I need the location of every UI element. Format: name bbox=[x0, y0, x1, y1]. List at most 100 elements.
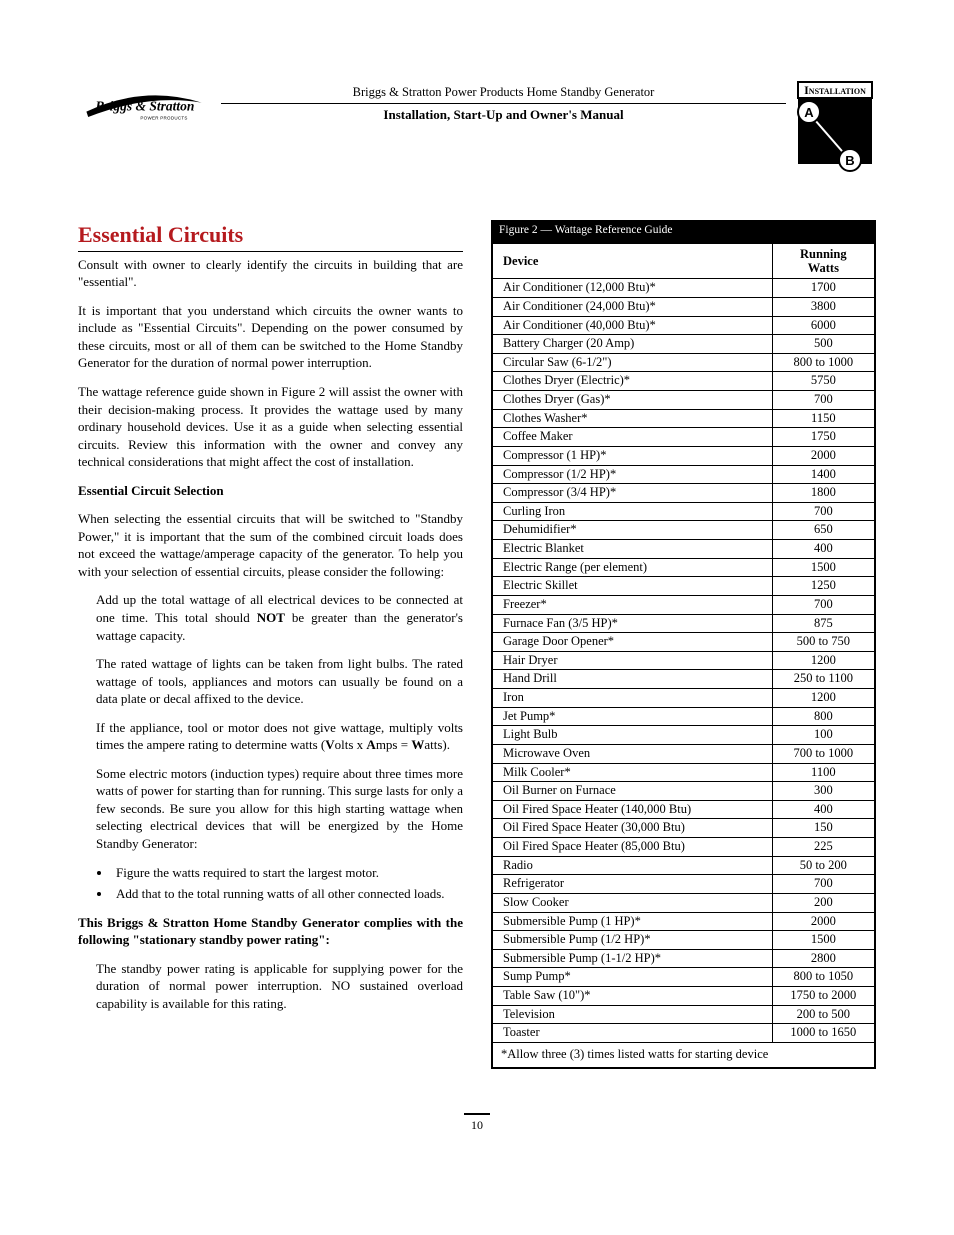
table-row: Compressor (1/2 HP)*1400 bbox=[492, 465, 875, 484]
watts-cell: 2800 bbox=[772, 949, 875, 968]
watts-cell: 1750 bbox=[772, 428, 875, 447]
table-row: Jet Pump*800 bbox=[492, 707, 875, 726]
table-row: Sump Pump*800 to 1050 bbox=[492, 968, 875, 987]
installation-badge-label: Installation bbox=[804, 83, 866, 97]
device-cell: Slow Cooker bbox=[492, 893, 772, 912]
watts-cell: 300 bbox=[772, 782, 875, 801]
table-row: Hair Dryer1200 bbox=[492, 651, 875, 670]
watts-cell: 3800 bbox=[772, 297, 875, 316]
table-row: Submersible Pump (1-1/2 HP)*2800 bbox=[492, 949, 875, 968]
device-cell: Oil Burner on Furnace bbox=[492, 782, 772, 801]
table-row: Electric Skillet1250 bbox=[492, 577, 875, 596]
advice-3-m1: olts x bbox=[335, 737, 367, 752]
col-header-watts: Running Watts bbox=[772, 243, 875, 279]
table-row: Slow Cooker200 bbox=[492, 893, 875, 912]
watts-cell: 800 to 1000 bbox=[772, 353, 875, 372]
device-cell: Oil Fired Space Heater (85,000 Btu) bbox=[492, 838, 772, 857]
section-heading: Essential Circuits bbox=[78, 220, 463, 252]
compliance-heading: This Briggs & Stratton Home Standby Gene… bbox=[78, 914, 463, 949]
table-row: Hand Drill250 to 1100 bbox=[492, 670, 875, 689]
intro-paragraph-2: It is important that you understand whic… bbox=[78, 302, 463, 372]
watts-cell: 1400 bbox=[772, 465, 875, 484]
wattage-reference-table: Device Running Watts Air Conditioner (12… bbox=[491, 242, 876, 1069]
device-cell: Milk Cooler* bbox=[492, 763, 772, 782]
watts-cell: 50 to 200 bbox=[772, 856, 875, 875]
table-row: Air Conditioner (12,000 Btu)*1700 bbox=[492, 279, 875, 298]
device-cell: Air Conditioner (40,000 Btu)* bbox=[492, 316, 772, 335]
table-row: Table Saw (10")*1750 to 2000 bbox=[492, 987, 875, 1006]
col-header-device: Device bbox=[492, 243, 772, 279]
watts-cell: 250 to 1100 bbox=[772, 670, 875, 689]
watts-cell: 400 bbox=[772, 800, 875, 819]
advice-1-bold: NOT bbox=[257, 610, 285, 625]
watts-cell: 700 bbox=[772, 391, 875, 410]
device-cell: Sump Pump* bbox=[492, 968, 772, 987]
subsection-heading: Essential Circuit Selection bbox=[78, 482, 463, 500]
watts-cell: 2000 bbox=[772, 912, 875, 931]
table-row: Garage Door Opener*500 to 750 bbox=[492, 633, 875, 652]
product-line-text: Briggs & Stratton Power Products Home St… bbox=[221, 84, 786, 104]
device-cell: Jet Pump* bbox=[492, 707, 772, 726]
table-row: Submersible Pump (1/2 HP)*1500 bbox=[492, 931, 875, 950]
table-row: Clothes Dryer (Electric)*5750 bbox=[492, 372, 875, 391]
subsection-paragraph-1: When selecting the essential circuits th… bbox=[78, 510, 463, 580]
device-cell: Oil Fired Space Heater (30,000 Btu) bbox=[492, 819, 772, 838]
device-cell: Electric Skillet bbox=[492, 577, 772, 596]
table-row: Refrigerator700 bbox=[492, 875, 875, 894]
device-cell: Air Conditioner (12,000 Btu)* bbox=[492, 279, 772, 298]
col-header-watts-l2: Watts bbox=[808, 261, 839, 275]
right-column: Figure 2 — Wattage Reference Guide Devic… bbox=[491, 220, 876, 1069]
table-row: Radio50 to 200 bbox=[492, 856, 875, 875]
table-row: Light Bulb100 bbox=[492, 726, 875, 745]
advice-3-w: W bbox=[411, 737, 424, 752]
watts-cell: 5750 bbox=[772, 372, 875, 391]
device-cell: Compressor (1/2 HP)* bbox=[492, 465, 772, 484]
watts-cell: 700 to 1000 bbox=[772, 744, 875, 763]
device-cell: Clothes Dryer (Electric)* bbox=[492, 372, 772, 391]
figure-caption-bar: Figure 2 — Wattage Reference Guide bbox=[491, 220, 876, 242]
advice-block: Add up the total wattage of all electric… bbox=[78, 591, 463, 852]
device-cell: Circular Saw (6-1/2") bbox=[492, 353, 772, 372]
watts-cell: 500 to 750 bbox=[772, 633, 875, 652]
device-cell: Submersible Pump (1 HP)* bbox=[492, 912, 772, 931]
watts-cell: 650 bbox=[772, 521, 875, 540]
marker-a-label: A bbox=[804, 105, 814, 120]
table-row: Oil Fired Space Heater (30,000 Btu)150 bbox=[492, 819, 875, 838]
page-number-rule bbox=[464, 1113, 490, 1115]
device-cell: Freezer* bbox=[492, 595, 772, 614]
table-footnote-row: *Allow three (3) times listed watts for … bbox=[492, 1042, 875, 1067]
device-cell: Clothes Dryer (Gas)* bbox=[492, 391, 772, 410]
device-cell: Microwave Oven bbox=[492, 744, 772, 763]
device-cell: Toaster bbox=[492, 1024, 772, 1043]
watts-cell: 150 bbox=[772, 819, 875, 838]
brand-logo: Briggs & Stratton POWER PRODUCTS bbox=[78, 80, 213, 131]
bullet-list: Figure the watts required to start the l… bbox=[78, 864, 463, 903]
bullet-2: Add that to the total running watts of a… bbox=[112, 885, 463, 903]
watts-cell: 500 bbox=[772, 335, 875, 354]
table-row: Television200 to 500 bbox=[492, 1005, 875, 1024]
advice-3-v: V bbox=[325, 737, 334, 752]
device-cell: Curling Iron bbox=[492, 502, 772, 521]
section-indicator-graphic: Installation A B bbox=[794, 80, 876, 180]
table-row: Microwave Oven700 to 1000 bbox=[492, 744, 875, 763]
device-cell: Hair Dryer bbox=[492, 651, 772, 670]
watts-cell: 225 bbox=[772, 838, 875, 857]
advice-3-post: atts). bbox=[424, 737, 450, 752]
bullet-1: Figure the watts required to start the l… bbox=[112, 864, 463, 882]
table-row: Electric Range (per element)1500 bbox=[492, 558, 875, 577]
table-row: Air Conditioner (24,000 Btu)*3800 bbox=[492, 297, 875, 316]
table-row: Air Conditioner (40,000 Btu)*6000 bbox=[492, 316, 875, 335]
advice-1: Add up the total wattage of all electric… bbox=[96, 591, 463, 644]
compliance-paragraph: The standby power rating is applicable f… bbox=[96, 960, 463, 1013]
table-footnote: *Allow three (3) times listed watts for … bbox=[492, 1042, 875, 1067]
logo-subtext: POWER PRODUCTS bbox=[140, 116, 187, 121]
device-cell: Clothes Washer* bbox=[492, 409, 772, 428]
watts-cell: 800 to 1050 bbox=[772, 968, 875, 987]
device-cell: Light Bulb bbox=[492, 726, 772, 745]
table-row: Submersible Pump (1 HP)*2000 bbox=[492, 912, 875, 931]
manual-title-text: Installation, Start-Up and Owner's Manua… bbox=[213, 106, 794, 124]
table-row: Circular Saw (6-1/2")800 to 1000 bbox=[492, 353, 875, 372]
watts-cell: 1150 bbox=[772, 409, 875, 428]
device-cell: Furnace Fan (3/5 HP)* bbox=[492, 614, 772, 633]
table-row: Compressor (1 HP)*2000 bbox=[492, 446, 875, 465]
